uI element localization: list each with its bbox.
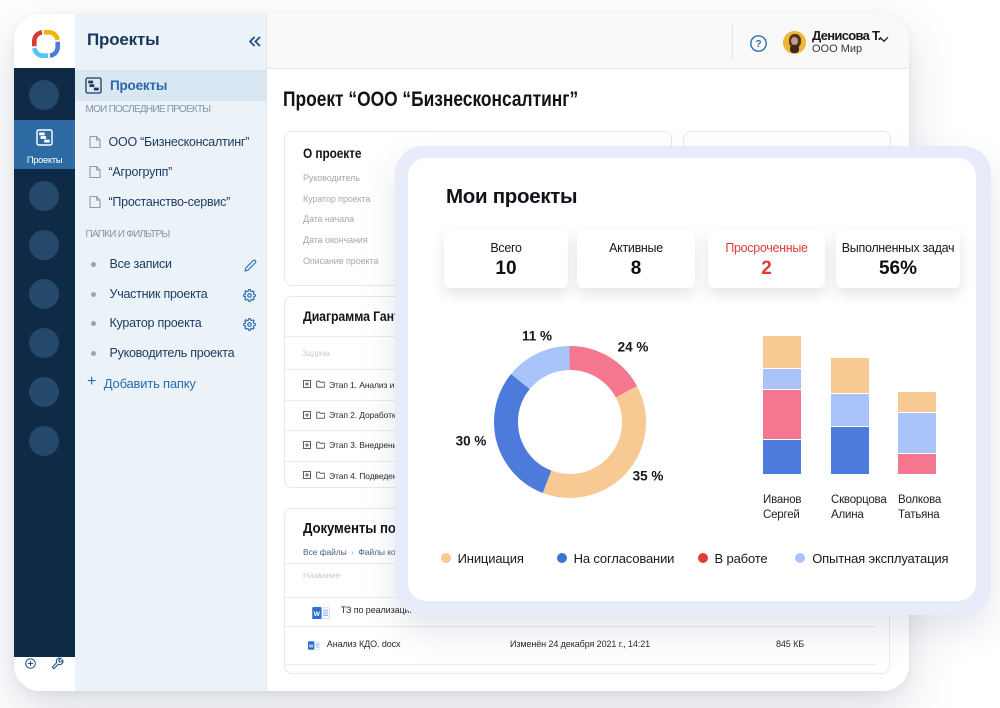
svg-text:?: ?	[755, 39, 761, 50]
svg-text:W: W	[308, 644, 313, 649]
svg-text:W: W	[313, 611, 320, 618]
